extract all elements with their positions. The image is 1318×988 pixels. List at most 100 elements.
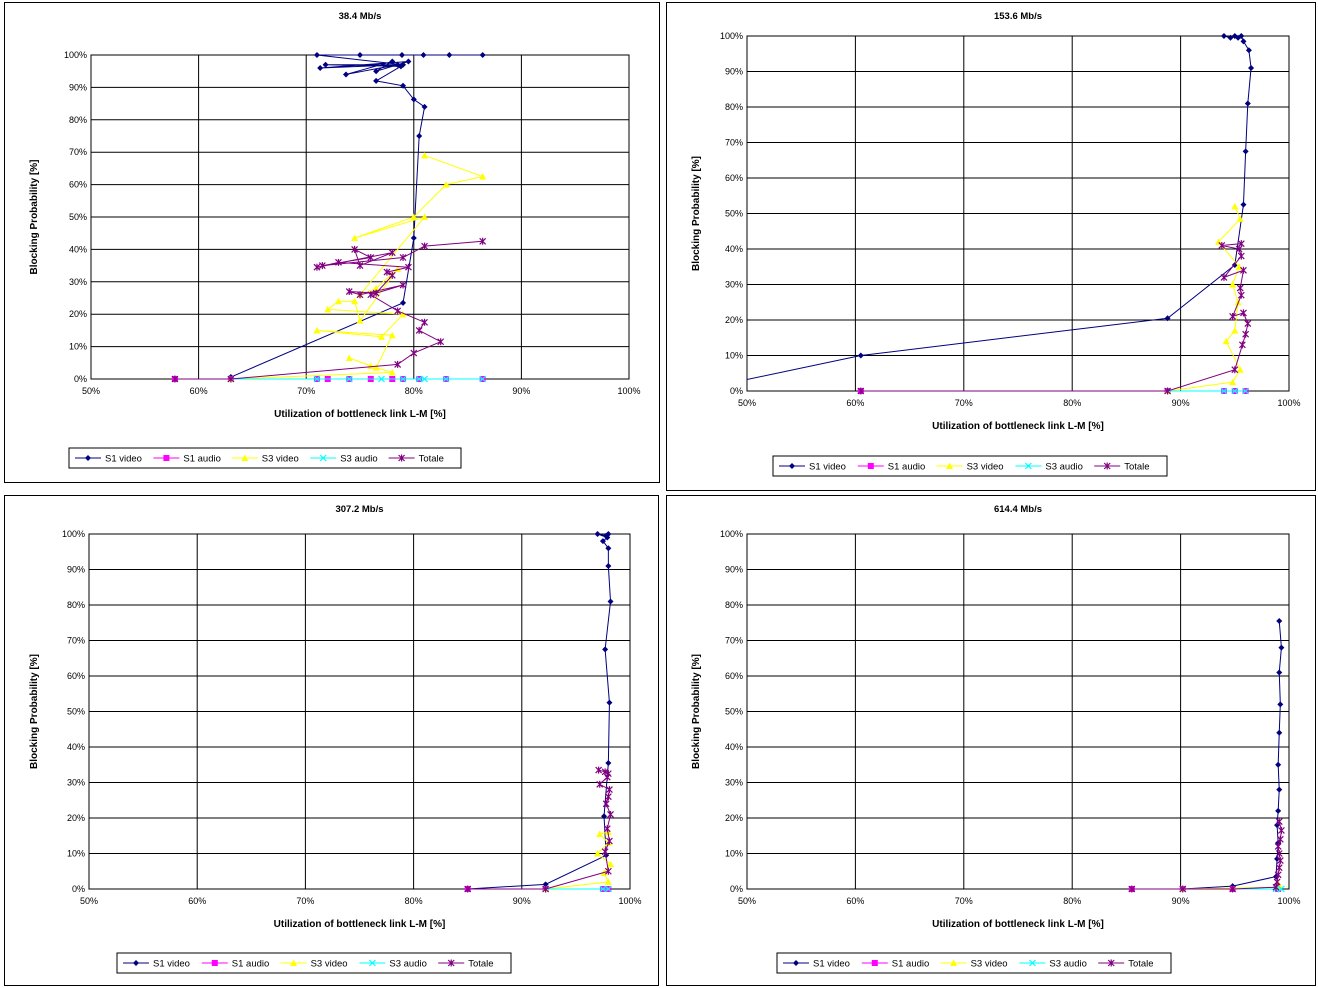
legend-label-s3-audio: S3 audio (1045, 462, 1083, 473)
data-point-s1-video (606, 699, 613, 706)
data-point-totale (227, 375, 235, 383)
data-point-totale (1275, 864, 1283, 872)
data-point-s3-video (356, 317, 364, 324)
data-point-s1-video (607, 598, 614, 605)
data-point-s1-video (605, 531, 612, 537)
data-point-s1-video (1277, 701, 1284, 708)
y-axis-label: Blocking Probability [%] (691, 156, 702, 271)
data-point-totale (606, 786, 613, 794)
legend-label-s3-video: S3 video (967, 462, 1004, 473)
data-point-totale (388, 249, 396, 257)
x-tick-label: 100% (1277, 896, 1300, 906)
data-point-totale (857, 387, 865, 395)
series-line-s1-video (230, 54, 483, 378)
data-point-s3-video (442, 181, 450, 188)
legend-marker-s1-audio (211, 960, 218, 966)
data-point-totale (1236, 284, 1244, 292)
series-line-totale (860, 243, 1249, 392)
y-tick-label: 0% (730, 884, 743, 894)
x-tick-label: 50% (738, 896, 756, 906)
legend-label-s1-audio: S1 audio (183, 454, 221, 465)
legend-marker-s3-audio (368, 959, 376, 967)
series-s3-video (227, 151, 487, 382)
legend-marker-s1-video (85, 455, 91, 461)
data-point-totale (410, 349, 418, 357)
legend-marker-totale (1107, 959, 1115, 967)
series-s3-video (542, 828, 615, 892)
legend-label-totale: Totale (1128, 959, 1153, 970)
data-point-s3-video (367, 362, 375, 370)
data-point-totale (1274, 871, 1282, 879)
x-tick-label: 100% (1277, 398, 1300, 408)
data-point-totale (601, 848, 609, 856)
data-point-s1-video (1275, 807, 1282, 814)
data-point-totale (604, 793, 612, 801)
legend-label-s1-audio: S1 audio (232, 959, 270, 970)
chart-153-6: 153.6 Mb/s 0% 10% 20% 30% 40% 50% 60% 70% 80% 90% 1… (691, 11, 1301, 477)
y-tick-label: 30% (69, 277, 87, 287)
x-tick-label: 70% (297, 386, 315, 396)
data-point-s3-video (1222, 337, 1230, 345)
chart-title: 38.4 Mb/s (339, 11, 382, 22)
data-point-s1-video (1164, 315, 1171, 322)
x-tick-label: 70% (296, 896, 314, 906)
y-tick-label: 90% (725, 67, 743, 77)
data-point-s1-video (400, 299, 407, 306)
data-point-totale (356, 291, 364, 299)
x-tick-label: 90% (1172, 896, 1190, 906)
data-point-totale (604, 770, 612, 778)
data-point-totale (1218, 241, 1226, 249)
data-point-s1-video (317, 64, 324, 71)
data-point-s1-video (1275, 761, 1282, 768)
data-point-s3-video (594, 850, 602, 857)
data-point-s3-video (334, 297, 342, 305)
series-s1-video (1128, 617, 1285, 892)
series-line-s3-video (545, 831, 612, 890)
chart-panel-153-6: 153.6 Mb/s 0% 10% 20% 30% 40% 50% 60% 70% 80% 90% 1… (666, 2, 1316, 491)
y-tick-label: 10% (69, 342, 87, 352)
series-line-s3-video (230, 154, 485, 380)
data-point-totale (1244, 320, 1252, 328)
data-point-totale (1237, 240, 1245, 248)
data-point-s1-video (420, 52, 427, 58)
data-point-totale (595, 766, 603, 774)
y-tick-label: 10% (725, 849, 743, 859)
series-totale (171, 237, 487, 383)
data-point-totale (604, 867, 612, 875)
legend-label-totale: Totale (419, 454, 444, 465)
legend-label-s3-video: S3 video (311, 959, 348, 970)
data-point-totale (399, 281, 407, 289)
legend-label-s1-video: S1 video (809, 462, 846, 473)
series-line-s1-video (1131, 620, 1282, 890)
legend-marker-totale (398, 454, 406, 462)
legend-marker-s1-audio (163, 455, 170, 461)
data-point-s1-video (373, 68, 380, 75)
data-point-s3-video (372, 284, 380, 292)
data-point-totale (602, 800, 610, 808)
data-point-s3-video (372, 364, 380, 371)
data-point-s3-video (378, 333, 386, 340)
legend-label-totale: Totale (468, 959, 493, 970)
y-tick-label: 30% (67, 778, 85, 788)
data-point-s1-video (357, 52, 363, 58)
series-totale (464, 766, 614, 893)
data-point-s3-video (410, 213, 418, 220)
data-point-s1-video (410, 235, 417, 242)
data-point-totale (464, 885, 472, 893)
data-point-s1-video (479, 52, 486, 58)
data-point-s3-audio (604, 885, 612, 893)
y-tick-label: 0% (74, 374, 87, 384)
series-line-totale (1131, 821, 1282, 890)
data-point-totale (601, 768, 609, 776)
y-tick-label: 10% (67, 849, 85, 859)
data-point-s1-video (857, 352, 864, 359)
y-tick-label: 70% (725, 138, 743, 148)
data-point-totale (1220, 273, 1228, 281)
x-tick-label: 90% (513, 896, 531, 906)
y-tick-label: 20% (69, 309, 87, 319)
legend-marker-totale (447, 959, 455, 967)
data-point-totale (399, 254, 407, 261)
data-point-s1-video (1238, 33, 1245, 39)
legend-marker-s1-audio (867, 463, 874, 469)
y-tick-label: 60% (69, 180, 87, 190)
